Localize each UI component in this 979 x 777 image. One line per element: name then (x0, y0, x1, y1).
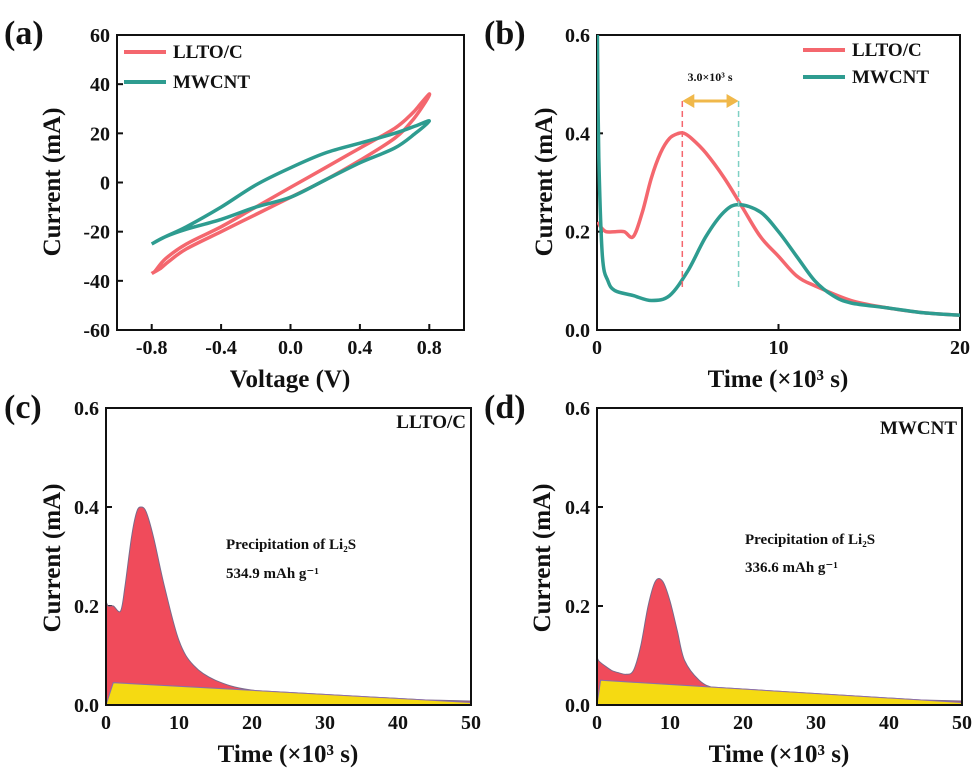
x-tick-label-b: 10 (769, 337, 789, 359)
x-tick-label-d: 20 (733, 712, 753, 734)
plot-frame-a (116, 34, 465, 331)
x-tick-label-d: 0 (592, 712, 602, 734)
annotation-c: Precipitation of Li₂S (226, 537, 356, 553)
y-tick-label-b: 0.2 (565, 222, 590, 244)
y-tick-label-c: 0.4 (74, 497, 99, 519)
y-tick-label-a: -20 (83, 222, 110, 244)
ylabel-c: Current (mA) (39, 484, 66, 633)
panel-label-b: (b) (484, 15, 526, 52)
legend-a-label-mwcnt: MWCNT (173, 72, 250, 93)
x-tick-label-c: 20 (242, 712, 262, 734)
panel-label-c: (c) (4, 389, 42, 426)
ylabel-b: Current (mA) (531, 108, 558, 257)
y-tick-label-b: 0.4 (565, 123, 590, 145)
plot-frame-top-c (105, 407, 472, 706)
y-tick-label-c: 0.2 (74, 596, 99, 618)
series-group-c (106, 506, 471, 705)
y-tick-label-a: -40 (83, 271, 110, 293)
series-line-lltoc (150, 92, 432, 276)
xlabel-d: Time (×10³ s) (709, 741, 850, 768)
area-baseline-d (597, 679, 962, 705)
panel-label-a: (a) (4, 15, 44, 52)
x-tick-label-c: 30 (315, 712, 335, 734)
x-tick-label-a: 0.0 (278, 337, 303, 359)
series-group-d (597, 577, 962, 705)
x-tick-label-a: 0.4 (347, 337, 372, 359)
chart-b: 0 10 20 0.0 0.2 0.4 0.6 (565, 25, 970, 359)
legend-b-label-llto: LLTO/C (852, 40, 922, 61)
x-tick-label-d: 30 (806, 712, 826, 734)
ylabel-a: Current (mA) (39, 108, 66, 257)
legend-b-label-mwcnt: MWCNT (852, 67, 929, 88)
x-tick-label-a: -0.4 (205, 337, 237, 359)
ylabel-d: Current (mA) (529, 484, 556, 633)
x-tick-label-c: 50 (461, 712, 481, 734)
y-tick-label-b: 0.0 (565, 320, 590, 342)
interval-arrow-head-right (726, 94, 739, 109)
x-tick-label-d: 10 (660, 712, 680, 734)
sample-label-c: LLTO/C (396, 412, 466, 433)
interval-arrow-head-left (682, 94, 695, 109)
sample-label-d: MWCNT (880, 418, 957, 439)
x-tick-label-d: 50 (952, 712, 972, 734)
chart-d: 0 10 20 30 40 50 0.0 0.2 0.4 0.6 (565, 398, 972, 734)
series-line-mwcnt (597, 35, 960, 318)
chart-a: -0.8 -0.4 0.0 0.4 0.8 -60 -40 -20 0 20 40 60 (83, 25, 465, 359)
x-tick-label-a: 0.8 (417, 337, 442, 359)
y-tick-label-c: 0.0 (74, 695, 99, 717)
x-tick-label-c: 10 (169, 712, 189, 734)
series-group-b (597, 35, 960, 318)
y-tick-label-a: 20 (90, 123, 110, 145)
y-tick-label-d: 0.0 (565, 695, 590, 717)
y-tick-label-d: 0.4 (565, 497, 590, 519)
series-line-lltoc (597, 130, 960, 318)
annotation-b: 3.0×10³ s (687, 70, 732, 84)
xlabel-a: Voltage (V) (230, 366, 351, 393)
y-tick-label-a: 60 (90, 25, 110, 47)
x-tick-label-c: 0 (101, 712, 111, 734)
xlabel-b: Time (×10³ s) (708, 366, 849, 393)
capacity-d: 336.6 mAh g⁻¹ (745, 560, 838, 576)
y-tick-label-c: 0.6 (74, 398, 99, 420)
legend-b: LLTO/C MWCNT (803, 40, 929, 88)
legend-a: LLTO/C MWCNT (124, 42, 250, 93)
y-tick-label-d: 0.6 (565, 398, 590, 420)
x-tick-label-a: -0.8 (136, 337, 168, 359)
y-tick-label-a: 0 (100, 173, 110, 195)
series-line-mwcnt (150, 119, 432, 246)
x-tick-label-c: 40 (388, 712, 408, 734)
capacity-c: 534.9 mAh g⁻¹ (226, 566, 319, 582)
x-tick-label-b: 20 (950, 337, 970, 359)
y-tick-label-a: -60 (83, 320, 110, 342)
y-tick-label-b: 0.6 (565, 25, 590, 47)
panel-label-d: (d) (484, 389, 526, 426)
xlabel-c: Time (×10³ s) (218, 741, 359, 768)
annotation-d: Precipitation of Li₂S (745, 532, 875, 548)
series-group-a (150, 92, 432, 276)
area-baseline-c (106, 682, 471, 705)
plot-frame-top-d (596, 407, 963, 706)
chart-c: 0 10 20 30 40 50 0.0 0.2 0.4 0.6 (74, 398, 481, 734)
y-tick-label-a: 40 (90, 74, 110, 96)
x-tick-label-d: 40 (879, 712, 899, 734)
legend-a-label-llto: LLTO/C (173, 42, 243, 63)
y-tick-label-d: 0.2 (565, 596, 590, 618)
x-tick-label-b: 0 (592, 337, 602, 359)
